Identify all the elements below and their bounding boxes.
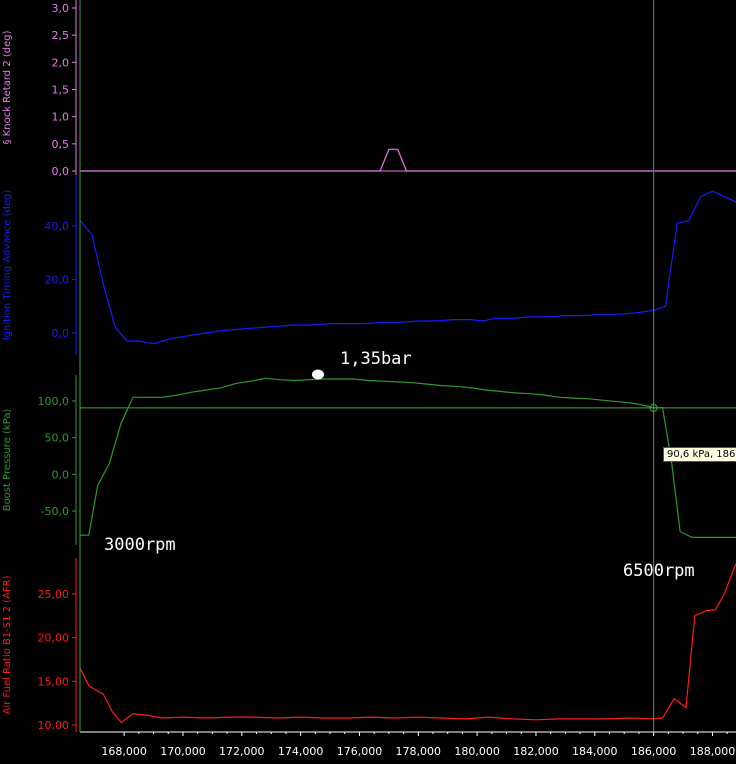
boost-y-tick-label: 0,0: [52, 468, 70, 481]
afr-y-tick-label: 25,00: [38, 588, 70, 601]
timing-series-line: [79, 190, 736, 345]
boost-peak-annotation: 1,35bar: [340, 349, 412, 369]
x-tick-label: 174,000: [278, 745, 324, 758]
boost-y-label: Boost Pressure (kPa): [2, 409, 13, 512]
boost-y-tick-label: -50,0: [41, 505, 69, 518]
x-tick-label: 188,000: [690, 745, 736, 758]
knock-y-tick-label: 2,0: [52, 56, 70, 69]
afr-series-line: [79, 563, 736, 724]
boost-y-tick-label: 100,0: [38, 395, 70, 408]
x-tick-label: 178,000: [396, 745, 442, 758]
afr-y-label: Air Fuel Ratio B1-S1 2 (AFR): [2, 575, 13, 714]
timing-y-tick-label: 40,0: [45, 220, 70, 233]
x-tick-label: 182,000: [513, 745, 559, 758]
boost-y-tick-label: 50,0: [45, 432, 70, 445]
x-tick-label: 186,000: [631, 745, 677, 758]
afr-y-tick-label: 20,00: [38, 632, 70, 645]
x-tick-label: 180,000: [454, 745, 500, 758]
boost-peak-dot: [312, 369, 324, 380]
knock-series-line: [80, 148, 736, 172]
knock-y-tick-label: 1,0: [52, 111, 70, 124]
cursor-marker: [649, 403, 658, 412]
boost-series-line: [80, 377, 736, 539]
rpm-end-annotation: 6500rpm: [623, 561, 695, 581]
rpm-start-annotation: 3000rpm: [104, 535, 176, 555]
x-tick-label: 184,000: [572, 745, 618, 758]
knock-y-tick-label: 3,0: [52, 2, 70, 15]
knock-y-tick-label: 0,5: [52, 138, 70, 151]
x-tick-label: 170,000: [160, 745, 206, 758]
timing-y-tick-label: 0,0: [52, 327, 70, 340]
x-tick-label: 176,000: [337, 745, 383, 758]
knock-y-tick-label: 0,0: [52, 165, 70, 178]
knock-y-label: § Knock Retard 2 (deg): [2, 30, 13, 144]
knock-y-tick-label: 1,5: [52, 84, 70, 97]
knock-y-tick-label: 2,5: [52, 29, 70, 42]
x-tick-label: 172,000: [219, 745, 265, 758]
cursor-tooltip: 90,6 kPa, 186,0: [663, 447, 736, 462]
x-tick-label: 168,000: [101, 745, 147, 758]
timing-y-label: Ignition Timing Advance (deg): [2, 190, 13, 341]
timing-y-tick-label: 20,0: [45, 274, 70, 287]
afr-y-tick-label: 15,00: [38, 675, 70, 688]
afr-y-tick-label: 10,00: [38, 719, 70, 732]
